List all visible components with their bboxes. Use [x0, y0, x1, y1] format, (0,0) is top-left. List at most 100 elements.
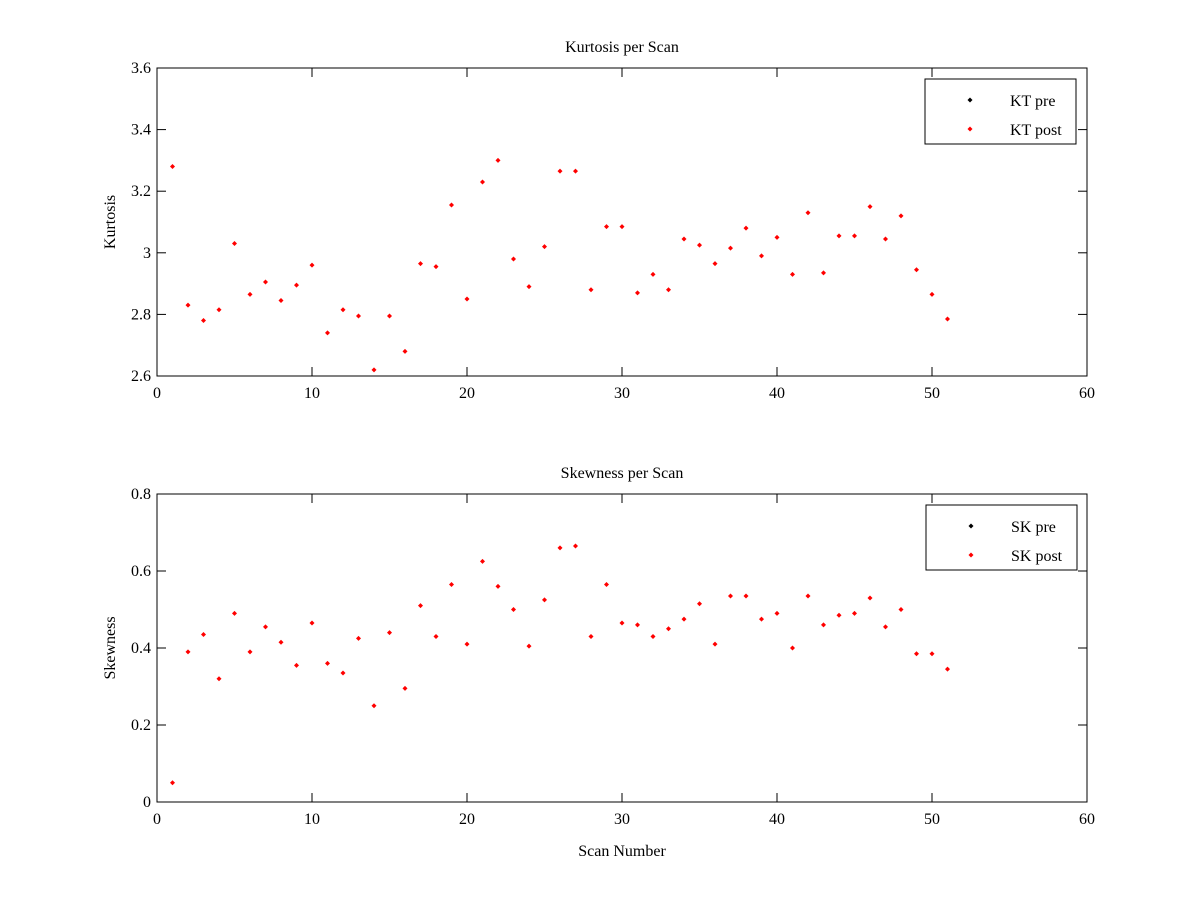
skewness-legend-label-post: SK post: [1011, 548, 1063, 565]
kurtosis-post-point: [945, 316, 950, 322]
skewness-post-point: [759, 616, 764, 622]
kurtosis-x-tick-label: 20: [459, 385, 475, 402]
kurtosis-post-point: [480, 179, 485, 185]
skewness-x-tick-label: 50: [924, 811, 940, 828]
skewness-post-point: [247, 649, 253, 655]
kurtosis-post-point: [557, 168, 563, 174]
kurtosis-y-tick-label: 3.2: [131, 183, 151, 200]
skewness-x-tick-label: 30: [614, 811, 630, 828]
skewness-post-point: [650, 633, 656, 639]
skewness-post-point: [619, 620, 625, 626]
skewness-post-point: [294, 662, 299, 668]
skewness-x-tick-label: 10: [304, 811, 320, 828]
kurtosis-post-point: [216, 307, 222, 313]
skewness-post-point: [697, 601, 702, 607]
skewness-post-point: [914, 651, 919, 657]
kurtosis-x-tick-label: 0: [153, 385, 161, 402]
skewness-x-tick-label: 20: [459, 811, 475, 828]
skewness-x-axis-label: Scan Number: [578, 843, 666, 860]
skewness-post-point: [356, 635, 361, 641]
kurtosis-post-point: [898, 213, 904, 219]
kurtosis-panel: 0 10 20 30 40 50 60 2.6 2.8 3 3.2 3.4 3.6 Kurtosis pe…: [102, 39, 1095, 402]
kurtosis-post-point: [247, 291, 253, 297]
kurtosis-post-point: [883, 236, 888, 242]
kurtosis-post-point: [914, 267, 919, 273]
kurtosis-y-axis-label: Kurtosis: [102, 195, 119, 249]
skewness-post-point: [387, 630, 392, 636]
kurtosis-post-point: [433, 264, 439, 270]
kurtosis-post-point: [821, 270, 826, 276]
skewness-y-axis-label: Skewness: [102, 616, 119, 679]
skewness-post-point: [371, 703, 377, 709]
kurtosis-post-point: [619, 224, 625, 230]
kurtosis-post-point: [759, 253, 764, 259]
kurtosis-post-point: [790, 271, 795, 277]
kurtosis-y-tick-label: 3.4: [131, 122, 151, 139]
kurtosis-post-point: [309, 262, 315, 268]
skewness-post-point: [263, 624, 268, 630]
skewness-post-point: [573, 543, 578, 549]
kurtosis-post-point: [573, 168, 578, 174]
skewness-post-point: [232, 610, 237, 616]
skewness-post-point: [216, 676, 222, 682]
kurtosis-x-tick-label: 30: [614, 385, 630, 402]
skewness-post-point: [836, 612, 842, 618]
skewness-post-point: [557, 545, 563, 551]
skewness-post-point: [712, 641, 718, 647]
kurtosis-y-tick-label: 3.6: [131, 60, 151, 77]
kurtosis-y-tick-label: 2.6: [131, 368, 151, 385]
kurtosis-y-tick-label: 2.8: [131, 306, 151, 323]
skewness-post-point: [635, 622, 640, 628]
skewness-x-tick-label: 40: [769, 811, 785, 828]
kurtosis-x-tick-label: 40: [769, 385, 785, 402]
kurtosis-post-point: [387, 313, 392, 319]
kurtosis-title: Kurtosis per Scan: [565, 39, 679, 56]
kurtosis-post-point: [588, 287, 594, 293]
skewness-legend-label-pre: SK pre: [1011, 519, 1056, 536]
kurtosis-post-point: [371, 367, 377, 373]
kurtosis-post-point: [185, 302, 191, 308]
skewness-post-point: [495, 583, 501, 589]
kurtosis-post-point: [340, 307, 346, 313]
kurtosis-legend-label-post: KT post: [1010, 122, 1062, 139]
kurtosis-post-point: [728, 245, 733, 251]
skewness-post-point: [805, 593, 811, 599]
skewness-post-point: [821, 622, 826, 628]
skewness-post-point: [418, 603, 423, 609]
skewness-post-point: [790, 645, 795, 651]
kurtosis-post-point: [464, 296, 470, 302]
kurtosis-post-point: [526, 284, 532, 290]
kurtosis-post-point: [805, 210, 811, 216]
kurtosis-y-tick-label: 3: [143, 245, 151, 262]
kurtosis-post-point: [278, 298, 284, 304]
skewness-post-point: [185, 649, 191, 655]
kurtosis-x-tick-label: 10: [304, 385, 320, 402]
skewness-legend-marker-pre: [968, 523, 974, 529]
skewness-post-point: [402, 685, 408, 691]
kurtosis-post-point: [635, 290, 640, 296]
kurtosis-post-point: [604, 224, 609, 230]
skewness-legend-box: [925, 504, 1078, 571]
skewness-post-point: [325, 660, 330, 666]
skewness-post-point: [449, 581, 454, 587]
kurtosis-post-point: [650, 271, 656, 277]
skewness-panel: 0 10 20 30 40 50 60 0 0.2 0.4 0.6 0.8 Skewness per S…: [102, 465, 1095, 860]
kurtosis-post-point: [356, 313, 361, 319]
skewness-post-point: [867, 595, 873, 601]
kurtosis-post-point: [852, 233, 857, 239]
kurtosis-post-point: [495, 157, 501, 163]
skewness-post-point: [542, 597, 547, 603]
skewness-post-point: [852, 610, 857, 616]
kurtosis-post-point: [681, 236, 687, 242]
kurtosis-post-point: [666, 287, 671, 293]
skewness-post-point: [774, 610, 780, 616]
skewness-y-tick-label: 0.2: [131, 717, 151, 734]
skewness-y-tick-label: 0: [143, 794, 151, 811]
skewness-post-point: [945, 666, 950, 672]
kurtosis-post-point: [263, 279, 268, 285]
skewness-post-point: [511, 607, 516, 612]
skewness-post-point: [681, 616, 687, 622]
kurtosis-legend-marker-pre: [967, 97, 973, 103]
skewness-x-tick-label: 60: [1079, 811, 1095, 828]
